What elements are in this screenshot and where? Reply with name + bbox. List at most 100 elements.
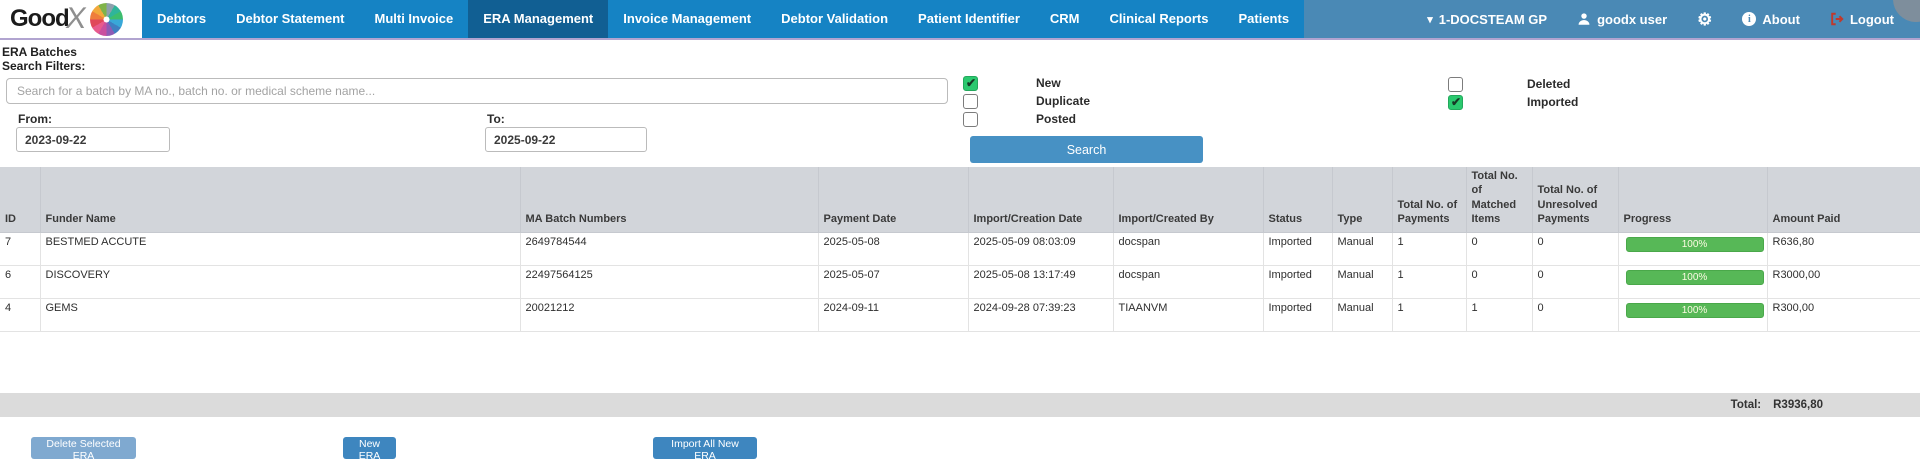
col-header-status: Status xyxy=(1262,167,1332,234)
gear-icon: ⚙ xyxy=(1697,9,1713,29)
search-button[interactable]: Search xyxy=(970,136,1203,163)
nav-item-invoice-management[interactable]: Invoice Management xyxy=(623,11,752,26)
nav-item-patients[interactable]: Patients xyxy=(1238,11,1290,26)
checkbox-label-new: New xyxy=(1036,76,1061,90)
cell-total-payments: 1 xyxy=(1391,298,1467,333)
logo[interactable]: Good X xyxy=(0,0,142,38)
nav-item-era-management[interactable]: ERA Management xyxy=(468,0,609,38)
cell-type: Manual xyxy=(1331,298,1393,333)
cell-total-payments: 1 xyxy=(1391,232,1467,267)
cell-unresolved: 0 xyxy=(1531,232,1619,267)
user-menu[interactable]: goodx user xyxy=(1577,12,1667,27)
cell-imported-by: TIAANVM xyxy=(1112,298,1264,333)
cell-payment-date: 2024-09-11 xyxy=(817,298,969,333)
logout-icon xyxy=(1831,12,1844,26)
user-name: goodx user xyxy=(1597,11,1668,27)
batch-search-input[interactable] xyxy=(6,78,948,104)
progress-bar: 100% xyxy=(1625,237,1764,253)
logout-button[interactable]: Logout xyxy=(1830,12,1894,27)
checkbox-label-posted: Posted xyxy=(1036,112,1077,126)
checkbox-new[interactable] xyxy=(963,75,978,91)
checkbox-posted[interactable] xyxy=(963,111,978,127)
cell-status: Imported xyxy=(1262,298,1333,333)
cell-status: Imported xyxy=(1262,265,1333,300)
nav-right-section: ▾ 1-DOCSTEAM GP goodx user ⚙ i About Log… xyxy=(1427,0,1920,38)
total-label: Total: xyxy=(1730,399,1762,411)
checkbox-row-posted: Posted xyxy=(963,111,1090,127)
cell-total-payments: 1 xyxy=(1391,265,1467,300)
user-icon xyxy=(1578,13,1590,25)
cell-payment-date: 2025-05-07 xyxy=(817,265,969,300)
checkbox-imported[interactable] xyxy=(1448,94,1463,110)
cell-progress: 100% xyxy=(1617,232,1768,267)
status-filter-group-left: New Duplicate Posted xyxy=(963,75,1090,127)
nav-item-multi-invoice[interactable]: Multi Invoice xyxy=(374,11,454,26)
cell-ma-batch: 20021212 xyxy=(519,298,819,333)
cell-matched: 0 xyxy=(1465,265,1533,300)
col-header-amount-paid: Amount Paid xyxy=(1766,167,1920,234)
nav-item-patient-identifier[interactable]: Patient Identifier xyxy=(918,11,1020,26)
settings-button[interactable]: ⚙ xyxy=(1697,11,1712,28)
checkbox-label-imported: Imported xyxy=(1527,95,1579,109)
cell-import-date: 2024-09-28 07:39:23 xyxy=(967,298,1114,333)
top-nav-bar: Good X Debtors Debtor Statement Multi In… xyxy=(0,0,1920,40)
cell-ma-batch: 2649784544 xyxy=(519,232,819,267)
col-header-payment-date: Payment Date xyxy=(817,167,968,234)
cell-amount: R300,00 xyxy=(1766,298,1920,333)
cell-id: 6 xyxy=(0,265,41,300)
delete-selected-era-button[interactable]: Delete Selected ERA xyxy=(31,437,136,462)
import-all-new-era-button[interactable]: Import All New ERA xyxy=(653,437,757,462)
checkbox-row-duplicate: Duplicate xyxy=(963,93,1090,109)
cell-amount: R3000,00 xyxy=(1766,265,1920,300)
chevron-down-icon: ▾ xyxy=(1427,13,1433,26)
nav-item-debtor-validation[interactable]: Debtor Validation xyxy=(781,11,889,26)
cell-funder: BESTMED ACCUTE xyxy=(39,232,521,267)
col-header-id: ID xyxy=(0,167,40,234)
cell-payment-date: 2025-05-08 xyxy=(817,232,969,267)
checkbox-label-deleted: Deleted xyxy=(1527,77,1571,91)
page-title: ERA Batches xyxy=(2,45,77,59)
logout-label: Logout xyxy=(1849,11,1894,27)
cell-amount: R636,80 xyxy=(1766,232,1920,267)
nav-item-crm[interactable]: CRM xyxy=(1049,11,1080,26)
to-date-input[interactable] xyxy=(485,127,647,152)
checkbox-duplicate[interactable] xyxy=(963,93,978,109)
cell-import-date: 2025-05-08 13:17:49 xyxy=(967,265,1114,300)
from-date-input[interactable] xyxy=(16,127,170,152)
cell-matched: 0 xyxy=(1465,232,1533,267)
cell-funder: DISCOVERY xyxy=(39,265,521,300)
checkbox-deleted[interactable] xyxy=(1448,76,1463,92)
cell-funder: GEMS xyxy=(39,298,521,333)
cell-unresolved: 0 xyxy=(1531,298,1619,333)
table-row[interactable]: 6 DISCOVERY 22497564125 2025-05-07 2025-… xyxy=(0,265,1920,300)
table-row[interactable]: 4 GEMS 20021212 2024-09-11 2024-09-28 07… xyxy=(0,298,1920,333)
practice-selector[interactable]: ▾ 1-DOCSTEAM GP xyxy=(1427,12,1547,27)
table-row[interactable]: 7 BESTMED ACCUTE 2649784544 2025-05-08 2… xyxy=(0,232,1920,267)
logo-x: X xyxy=(63,2,89,35)
checkbox-row-new: New xyxy=(963,75,1090,91)
nav-item-debtor-statement[interactable]: Debtor Statement xyxy=(236,11,345,26)
to-date-label: To: xyxy=(487,112,505,126)
search-filters-label: Search Filters: xyxy=(2,59,86,73)
about-label: About xyxy=(1762,11,1800,27)
cell-type: Manual xyxy=(1331,265,1393,300)
nav-item-debtors[interactable]: Debtors xyxy=(157,11,207,26)
info-icon: i xyxy=(1742,12,1757,26)
new-era-button[interactable]: New ERA xyxy=(343,437,396,462)
cell-progress: 100% xyxy=(1617,265,1768,300)
progress-bar: 100% xyxy=(1625,270,1764,286)
cell-imported-by: docspan xyxy=(1112,232,1264,267)
col-header-import-created-by: Import/Created By xyxy=(1112,167,1263,234)
logo-text: Good xyxy=(10,5,70,32)
nav-item-clinical-reports[interactable]: Clinical Reports xyxy=(1109,11,1209,26)
total-row: Total: R3936,80 xyxy=(0,393,1920,417)
total-value: R3936,80 xyxy=(1773,399,1823,411)
col-header-funder-name: Funder Name xyxy=(39,167,520,234)
cell-type: Manual xyxy=(1331,232,1393,267)
practice-name: 1-DOCSTEAM GP xyxy=(1438,11,1548,27)
col-header-ma-batch-numbers: MA Batch Numbers xyxy=(519,167,818,234)
checkbox-row-deleted: Deleted xyxy=(1448,76,1578,92)
cell-ma-batch: 22497564125 xyxy=(519,265,819,300)
about-button[interactable]: i About xyxy=(1742,12,1800,27)
cell-id: 4 xyxy=(0,298,41,333)
